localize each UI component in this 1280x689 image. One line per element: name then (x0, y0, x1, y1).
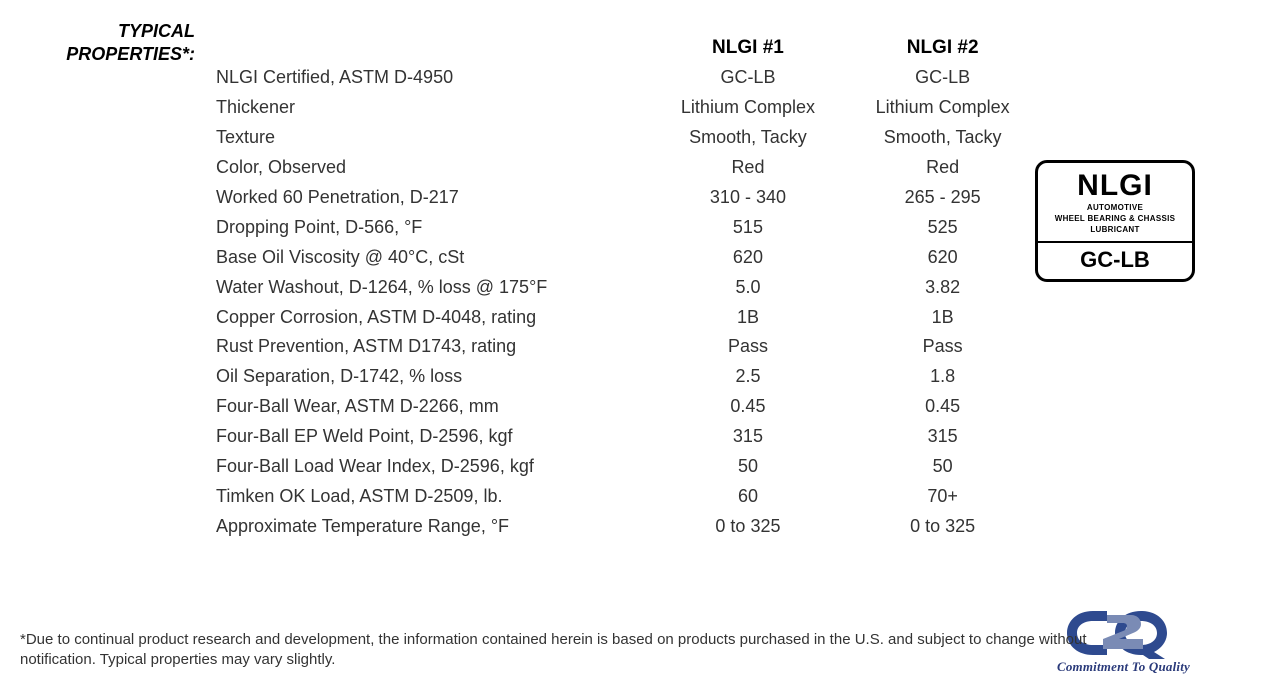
value-col2: 0 to 325 (845, 512, 1040, 542)
property-label: Worked 60 Penetration, D-217 (210, 183, 651, 213)
nlgi-badge: NLGI AUTOMOTIVE WHEEL BEARING & CHASSIS … (1035, 160, 1195, 282)
property-label: Rust Prevention, ASTM D1743, rating (210, 332, 651, 362)
value-col2: 525 (845, 213, 1040, 243)
table-row: Oil Separation, D-1742, % loss2.51.8 (210, 362, 1040, 392)
table-row: Timken OK Load, ASTM D-2509, lb.6070+ (210, 482, 1040, 512)
value-col2: 50 (845, 452, 1040, 482)
value-col2: Smooth, Tacky (845, 123, 1040, 153)
properties-table: NLGI #1 NLGI #2 NLGI Certified, ASTM D-4… (210, 32, 1040, 542)
value-col1: Red (651, 153, 846, 183)
property-label: Oil Separation, D-1742, % loss (210, 362, 651, 392)
value-col2: Red (845, 153, 1040, 183)
badge-brand: NLGI (1044, 171, 1186, 201)
table-row: Rust Prevention, ASTM D1743, ratingPassP… (210, 332, 1040, 362)
value-col2: Pass (845, 332, 1040, 362)
footnote: *Due to continual product research and d… (20, 630, 1130, 669)
badge-code: GC-LB (1044, 247, 1186, 273)
header-col2: NLGI #2 (845, 32, 1040, 63)
value-col1: 1B (651, 303, 846, 333)
property-label: Base Oil Viscosity @ 40°C, cSt (210, 243, 651, 273)
property-label: Texture (210, 123, 651, 153)
table-row: ThickenerLithium ComplexLithium Complex (210, 93, 1040, 123)
value-col2: 265 - 295 (845, 183, 1040, 213)
value-col2: 315 (845, 422, 1040, 452)
value-col2: GC-LB (845, 63, 1040, 93)
value-col2: 1B (845, 303, 1040, 333)
value-col1: 515 (651, 213, 846, 243)
table-row: Color, ObservedRedRed (210, 153, 1040, 183)
property-label: Water Washout, D-1264, % loss @ 175°F (210, 273, 651, 303)
property-label: Four-Ball Load Wear Index, D-2596, kgf (210, 452, 651, 482)
value-col1: 50 (651, 452, 846, 482)
header-property (210, 32, 651, 63)
value-col1: 60 (651, 482, 846, 512)
table-row: TextureSmooth, TackySmooth, Tacky (210, 123, 1040, 153)
table-row: Water Washout, D-1264, % loss @ 175°F5.0… (210, 273, 1040, 303)
property-label: Color, Observed (210, 153, 651, 183)
value-col1: 2.5 (651, 362, 846, 392)
property-label: Thickener (210, 93, 651, 123)
value-col2: 0.45 (845, 392, 1040, 422)
value-col1: Pass (651, 332, 846, 362)
value-col2: 1.8 (845, 362, 1040, 392)
value-col1: Lithium Complex (651, 93, 846, 123)
value-col1: 620 (651, 243, 846, 273)
table-row: Four-Ball Wear, ASTM D-2266, mm0.450.45 (210, 392, 1040, 422)
value-col1: 315 (651, 422, 846, 452)
property-label: Approximate Temperature Range, °F (210, 512, 651, 542)
value-col2: 70+ (845, 482, 1040, 512)
table-row: Four-Ball Load Wear Index, D-2596, kgf50… (210, 452, 1040, 482)
table-row: Worked 60 Penetration, D-217310 - 340265… (210, 183, 1040, 213)
header-col1: NLGI #1 (651, 32, 846, 63)
value-col1: 5.0 (651, 273, 846, 303)
value-col2: 620 (845, 243, 1040, 273)
section-title: TYPICAL PROPERTIES*: (20, 20, 195, 65)
value-col1: 310 - 340 (651, 183, 846, 213)
table-row: Approximate Temperature Range, °F0 to 32… (210, 512, 1040, 542)
property-label: NLGI Certified, ASTM D-4950 (210, 63, 651, 93)
property-label: Four-Ball Wear, ASTM D-2266, mm (210, 392, 651, 422)
value-col1: GC-LB (651, 63, 846, 93)
value-col1: Smooth, Tacky (651, 123, 846, 153)
value-col1: 0 to 325 (651, 512, 846, 542)
value-col1: 0.45 (651, 392, 846, 422)
badge-line2: WHEEL BEARING & CHASSIS (1044, 214, 1186, 223)
property-label: Dropping Point, D-566, °F (210, 213, 651, 243)
badge-divider (1038, 241, 1192, 243)
value-col2: 3.82 (845, 273, 1040, 303)
table-row: Base Oil Viscosity @ 40°C, cSt620620 (210, 243, 1040, 273)
property-label: Four-Ball EP Weld Point, D-2596, kgf (210, 422, 651, 452)
table-row: Four-Ball EP Weld Point, D-2596, kgf3153… (210, 422, 1040, 452)
badge-line3: LUBRICANT (1044, 225, 1186, 234)
table-row: Dropping Point, D-566, °F515525 (210, 213, 1040, 243)
badge-line1: AUTOMOTIVE (1044, 203, 1186, 212)
value-col2: Lithium Complex (845, 93, 1040, 123)
property-label: Copper Corrosion, ASTM D-4048, rating (210, 303, 651, 333)
table-row: NLGI Certified, ASTM D-4950GC-LBGC-LB (210, 63, 1040, 93)
property-label: Timken OK Load, ASTM D-2509, lb. (210, 482, 651, 512)
table-row: Copper Corrosion, ASTM D-4048, rating1B1… (210, 303, 1040, 333)
